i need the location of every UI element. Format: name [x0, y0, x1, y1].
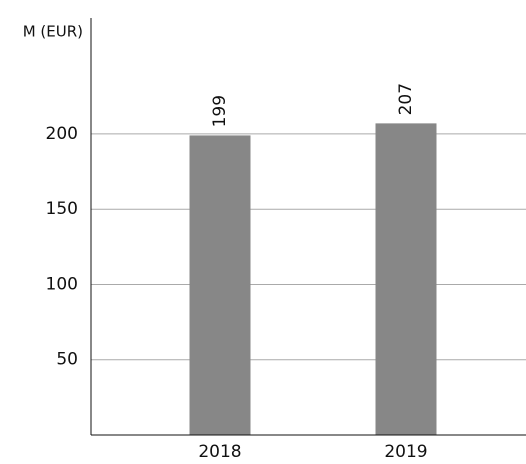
- y-axis-label: M (EUR): [23, 23, 83, 41]
- y-tick-label: 200: [46, 124, 78, 144]
- bar: [375, 123, 437, 435]
- data-label: 199: [210, 95, 230, 127]
- x-tick-label: 2019: [384, 442, 427, 462]
- data-label: 207: [396, 83, 416, 115]
- y-tick-label: 100: [46, 274, 78, 294]
- y-tick-label: 50: [56, 350, 78, 370]
- y-tick-label: 150: [46, 199, 78, 219]
- bar: [189, 135, 251, 436]
- x-tick-label: 2018: [198, 442, 241, 462]
